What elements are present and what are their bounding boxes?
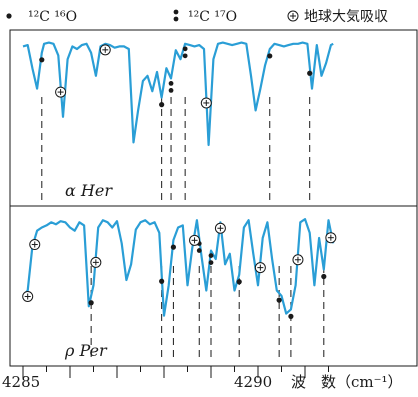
legend: ¹²C ¹⁶O ¹²C ¹⁷O 地球大気吸収: [6, 9, 388, 25]
marker-co16: [88, 300, 94, 306]
marker-co17-top: [208, 253, 214, 258]
legend-marker-co17-top: [173, 9, 179, 15]
marker-co16: [170, 244, 176, 250]
panel-label-alpha-her: α Her: [65, 181, 113, 200]
marker-telluric: [29, 239, 41, 251]
marker-co16: [159, 278, 165, 284]
marker-co17-bottom: [208, 260, 214, 265]
plot-border: [9, 29, 418, 367]
marker-telluric: [55, 86, 67, 98]
legend-marker-co16: [6, 13, 12, 19]
marker-co16: [236, 279, 242, 285]
marker-telluric: [200, 97, 212, 109]
marker-co16: [321, 273, 327, 280]
spectrum-line: [22, 41, 334, 147]
marker-telluric: [254, 262, 266, 274]
x-axis-ticks: [22, 366, 329, 378]
marker-co16: [267, 53, 273, 59]
plot-frame: [9, 29, 418, 367]
marker-telluric: [189, 234, 201, 246]
marker-co16: [159, 102, 165, 108]
marker-co17-bottom: [196, 248, 202, 253]
panel-alpha-her: [22, 41, 334, 200]
marker-co17-top: [182, 46, 188, 52]
marker-co17-top: [168, 81, 174, 86]
legend-marker-co17-bottom: [173, 16, 179, 22]
marker-telluric: [99, 44, 111, 56]
marker-co17-bottom: [182, 53, 188, 59]
marker-co16: [276, 297, 282, 303]
marker-telluric: [22, 291, 34, 302]
legend-label-co16: ¹²C ¹⁶O: [28, 9, 77, 25]
legend-marker-telluric: [287, 10, 299, 22]
legend-label-telluric: 地球大気吸収: [304, 9, 388, 25]
x-axis-label: 波 数（cm⁻¹）: [291, 373, 403, 391]
marker-telluric: [292, 254, 304, 266]
spectrum-line: [22, 218, 335, 317]
x-tick-label-4290: 4290: [234, 373, 272, 391]
x-tick-label-4285: 4285: [2, 373, 40, 391]
marker-co16: [307, 70, 313, 76]
marker-telluric: [325, 232, 337, 244]
marker-co17-bottom: [168, 88, 174, 93]
panel-rho-per: [22, 218, 337, 360]
legend-label-co17: ¹²C ¹⁷O: [188, 9, 237, 25]
marker-co16: [39, 57, 45, 63]
marker-telluric: [90, 256, 102, 268]
marker-telluric: [214, 222, 226, 234]
marker-co16: [288, 313, 294, 319]
panel-label-rho-per: ρ Per: [64, 341, 108, 360]
